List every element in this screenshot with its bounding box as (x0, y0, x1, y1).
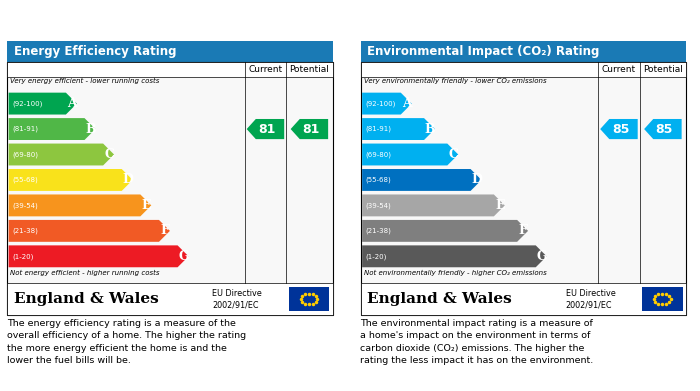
Text: Current: Current (248, 65, 283, 74)
Text: B: B (85, 122, 96, 136)
Text: E: E (141, 199, 151, 212)
Text: (55-68): (55-68) (365, 177, 391, 183)
Text: Potential: Potential (643, 65, 682, 74)
Text: (69-80): (69-80) (365, 151, 391, 158)
Bar (7, 283, 332, 315)
Polygon shape (362, 220, 528, 242)
Text: The environmental impact rating is a measure of
a home's impact on the environme: The environmental impact rating is a mea… (360, 319, 594, 365)
Polygon shape (8, 93, 77, 115)
Polygon shape (8, 143, 114, 165)
Polygon shape (8, 246, 188, 267)
Text: (39-54): (39-54) (12, 202, 38, 209)
Text: D: D (122, 174, 133, 187)
Text: Very environmentally friendly - lower CO₂ emissions: Very environmentally friendly - lower CO… (364, 78, 547, 84)
Polygon shape (8, 194, 151, 216)
Bar (642, 287, 682, 312)
Text: C: C (104, 148, 114, 161)
Text: (92-100): (92-100) (365, 100, 396, 107)
Text: (55-68): (55-68) (12, 177, 38, 183)
Bar (360, 41, 686, 63)
Bar (7, 41, 332, 63)
Text: (1-20): (1-20) (365, 253, 387, 260)
Text: F: F (519, 224, 528, 237)
Text: (21-38): (21-38) (365, 228, 391, 234)
Text: E: E (495, 199, 505, 212)
Polygon shape (8, 220, 170, 242)
Polygon shape (8, 118, 95, 140)
Text: Not environmentally friendly - higher CO₂ emissions: Not environmentally friendly - higher CO… (364, 270, 547, 276)
Text: 81: 81 (302, 122, 320, 136)
Text: Not energy efficient - higher running costs: Not energy efficient - higher running co… (10, 270, 160, 276)
Text: Potential: Potential (290, 65, 329, 74)
Bar (360, 63, 686, 77)
Text: (81-91): (81-91) (12, 126, 38, 132)
Text: (92-100): (92-100) (12, 100, 42, 107)
Text: C: C (448, 148, 458, 161)
Text: G: G (536, 250, 547, 263)
Bar (7, 63, 332, 77)
Polygon shape (362, 118, 435, 140)
Polygon shape (644, 119, 682, 139)
Text: A: A (402, 97, 412, 110)
Text: B: B (425, 122, 435, 136)
Polygon shape (246, 119, 284, 139)
Text: EU Directive
2002/91/EC: EU Directive 2002/91/EC (566, 289, 615, 309)
Text: (39-54): (39-54) (365, 202, 391, 209)
Text: 85: 85 (656, 122, 673, 136)
Text: Environmental Impact (CO₂) Rating: Environmental Impact (CO₂) Rating (367, 45, 599, 58)
Text: G: G (178, 250, 189, 263)
Bar (360, 283, 686, 315)
Text: (1-20): (1-20) (12, 253, 34, 260)
Text: 81: 81 (258, 122, 276, 136)
Text: England & Wales: England & Wales (13, 292, 158, 306)
Text: (69-80): (69-80) (12, 151, 38, 158)
Text: Current: Current (602, 65, 636, 74)
Text: Very energy efficient - lower running costs: Very energy efficient - lower running co… (10, 78, 160, 84)
Text: EU Directive
2002/91/EC: EU Directive 2002/91/EC (212, 289, 262, 309)
Text: 85: 85 (612, 122, 629, 136)
Polygon shape (362, 169, 482, 191)
Polygon shape (362, 246, 547, 267)
Bar (288, 287, 329, 312)
Text: F: F (160, 224, 169, 237)
Polygon shape (8, 169, 133, 191)
Text: A: A (67, 97, 77, 110)
Polygon shape (290, 119, 328, 139)
Polygon shape (362, 194, 505, 216)
Text: (81-91): (81-91) (365, 126, 391, 132)
Text: (21-38): (21-38) (12, 228, 38, 234)
Text: D: D (471, 174, 482, 187)
Polygon shape (362, 143, 459, 165)
Text: Energy Efficiency Rating: Energy Efficiency Rating (13, 45, 176, 58)
Polygon shape (362, 93, 412, 115)
Text: England & Wales: England & Wales (367, 292, 512, 306)
Text: The energy efficiency rating is a measure of the
overall efficiency of a home. T: The energy efficiency rating is a measur… (7, 319, 246, 365)
Polygon shape (600, 119, 638, 139)
